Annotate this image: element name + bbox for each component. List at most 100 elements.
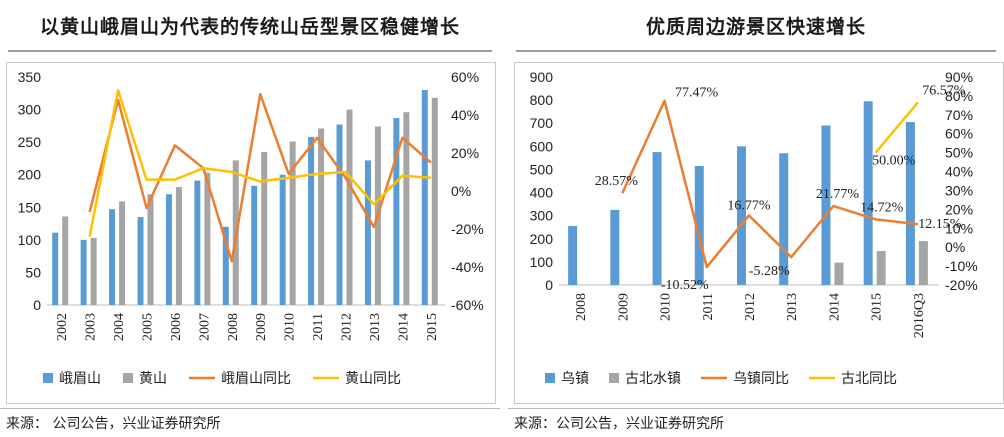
left-chart-title: 以黄山峨眉山为代表的传统山岳型景区稳健增长 [39, 16, 460, 38]
left-x-tick: 2008 [226, 313, 241, 341]
left-bar-峨眉山 [393, 118, 400, 305]
left-y2-tick: 40% [451, 107, 479, 123]
right-x-tick: 2016Q3 [912, 293, 927, 338]
right-y2-tick: 60% [945, 126, 973, 142]
right-y2-tick: 0% [945, 239, 965, 255]
left-x-tick: 2010 [283, 313, 298, 341]
right-source-note: 来源：公司公告，兴业证券研究所 [514, 416, 724, 432]
left-bar-峨眉山 [80, 239, 87, 305]
right-x-tick: 2011 [701, 293, 716, 320]
right-legend-swatch [545, 373, 555, 383]
right-data-label: -10.52% [661, 278, 709, 293]
left-bar-峨眉山 [279, 174, 286, 305]
left-line-峨眉山同比 [88, 92, 432, 263]
right-bar-乌镇 [652, 152, 662, 285]
right-y2-tick: 70% [945, 107, 973, 123]
left-bar-黄山 [289, 141, 296, 305]
right-bar-乌镇 [821, 125, 831, 286]
right-y2-tick: 20% [945, 201, 973, 217]
right-y2-tick: 50% [945, 145, 973, 161]
right-bar-乌镇 [694, 165, 704, 285]
right-y2-tick: 80% [945, 88, 973, 104]
right-data-label: 21.77% [816, 187, 860, 202]
right-bar-乌镇 [737, 146, 746, 285]
left-y-tick: 200 [18, 167, 42, 183]
right-data-label: 14.72% [860, 200, 904, 215]
left-bar-黄山 [90, 237, 97, 305]
left-title-divider [8, 50, 492, 52]
right-bar-古北水镇 [876, 251, 886, 285]
left-bar-黄山 [175, 187, 182, 305]
right-line-古北同比 [874, 101, 919, 154]
left-x-tick: 2002 [55, 313, 70, 341]
right-x-tick: 2015 [870, 293, 885, 321]
right-bar-乌镇 [779, 153, 789, 285]
left-x-tick: 2004 [112, 313, 127, 341]
left-bar-峨眉山 [222, 226, 229, 305]
left-bar-黄山 [261, 151, 268, 305]
left-bar-黄山 [346, 109, 353, 305]
left-bar-峨眉山 [364, 160, 371, 305]
left-y2-tick: -40% [451, 259, 484, 275]
left-bar-黄山 [431, 97, 438, 305]
left-bar-峨眉山 [137, 217, 144, 305]
right-source-divider [508, 408, 1004, 409]
right-line-乌镇同比 [621, 99, 919, 269]
right-legend-swatch [609, 373, 619, 383]
right-x-tick: 2008 [574, 293, 589, 321]
left-bar-峨眉山 [52, 232, 59, 305]
left-legend-swatch [43, 373, 53, 383]
right-bar-古北水镇 [834, 262, 844, 285]
right-y2-tick: 40% [945, 164, 973, 180]
left-legend-label: 峨眉山同比 [221, 371, 291, 387]
right-y-tick: 400 [530, 185, 554, 201]
right-x-tick: 2013 [785, 293, 800, 321]
left-y-tick: 50 [25, 264, 41, 280]
left-x-tick: 2013 [368, 313, 383, 341]
left-bar-峨眉山 [336, 124, 343, 305]
right-data-label: 12.15% [918, 217, 962, 232]
left-y-tick: 100 [18, 232, 42, 248]
left-y2-tick: -60% [451, 297, 484, 313]
left-legend-label: 黄山同比 [345, 370, 401, 387]
right-y-tick: 900 [530, 69, 554, 85]
left-legend-label: 黄山 [139, 370, 167, 387]
right-x-tick: 2012 [743, 293, 758, 321]
right-bar-乌镇 [905, 122, 915, 285]
right-title-divider [516, 50, 996, 52]
left-y-tick: 150 [18, 199, 42, 215]
right-bar-乌镇 [863, 101, 873, 285]
right-bar-乌镇 [568, 226, 578, 285]
left-y2-tick: 20% [451, 145, 479, 161]
left-x-tick: 2014 [396, 313, 411, 341]
right-legend-label: 古北同比 [841, 371, 897, 387]
left-y-tick: 0 [33, 297, 41, 313]
right-x-tick: 2009 [616, 293, 631, 321]
left-bar-峨眉山 [194, 180, 201, 305]
right-y-tick: 0 [545, 277, 553, 293]
left-y2-tick: 0% [451, 183, 471, 199]
left-x-tick: 2009 [254, 313, 269, 341]
left-bar-黄山 [119, 201, 126, 305]
right-legend-label: 乌镇 [561, 371, 589, 387]
left-x-tick: 2007 [197, 313, 212, 341]
left-chart-panel: 以黄山峨眉山为代表的传统山岳型景区稳健增长 0 50 100 150 200 250 300… [0, 0, 500, 437]
right-chart-title: 优质周边游景区快速增长 [645, 16, 866, 38]
right-data-label: 77.47% [675, 86, 719, 101]
right-y-tick: 600 [530, 138, 554, 154]
left-bar-黄山 [147, 194, 154, 305]
right-data-label: 28.57% [595, 174, 639, 189]
left-x-tick: 2012 [340, 313, 355, 341]
left-y2-tick: 60% [451, 69, 479, 85]
left-bar-黄山 [403, 112, 410, 305]
right-y-tick: 500 [530, 161, 554, 177]
left-x-tick: 2011 [311, 313, 326, 340]
right-bar-古北水镇 [918, 241, 928, 285]
left-legend-swatch [123, 373, 133, 383]
left-chart-frame: 0 50 100 150 200 250 300 350 -60% -40% -20% 0% 20% 40… [6, 62, 496, 404]
right-legend-label: 古北水镇 [625, 371, 681, 387]
right-chart-frame: 0 100 200 300 400 500 600 700 800 900 -20% -10% 0% 10… [514, 62, 1004, 404]
right-y2-tick: -20% [945, 277, 978, 293]
left-x-tick: 2005 [141, 313, 156, 341]
left-source-divider [0, 408, 500, 409]
